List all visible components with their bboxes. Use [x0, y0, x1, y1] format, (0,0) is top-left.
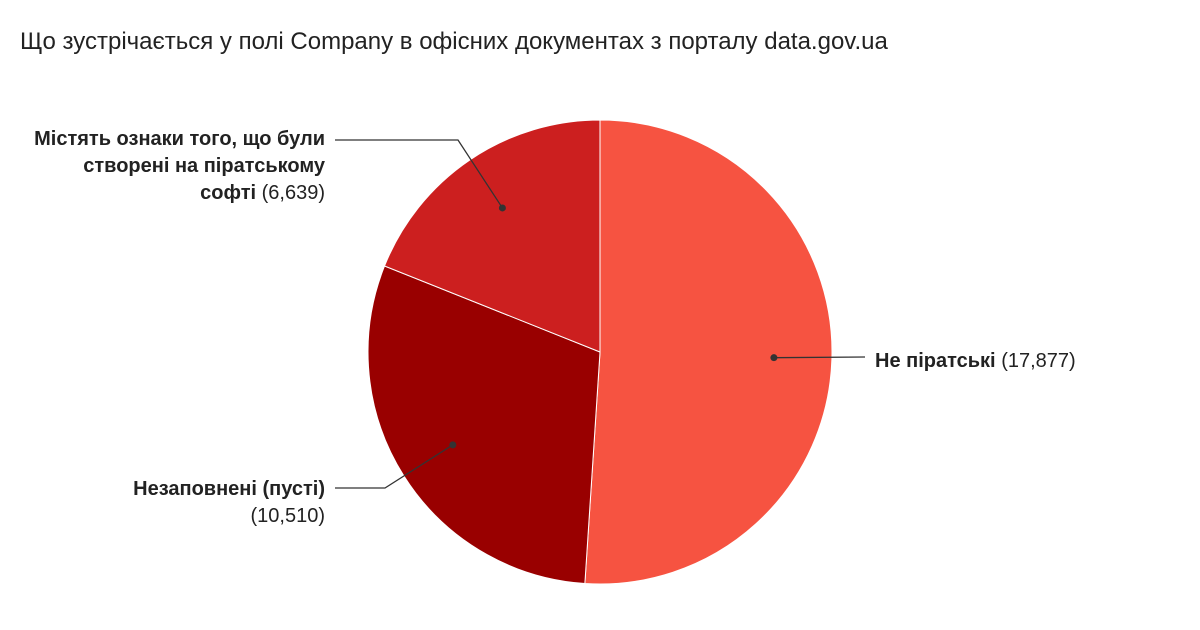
pie-slice [383, 119, 601, 353]
pie-slice [584, 119, 833, 585]
leader-dot [449, 441, 457, 449]
slice-name: Незаповнені (пусті) [133, 478, 325, 500]
slice-label: Незаповнені (пусті) (10,510) [65, 476, 325, 530]
slice-name: Містять ознаки того, що були створені на… [34, 128, 325, 204]
slice-label: Містять ознаки того, що були створені на… [25, 126, 325, 207]
slice-value: (10,510) [250, 505, 326, 527]
slice-value: (17,877) [1001, 350, 1076, 372]
leader-line [773, 356, 866, 359]
slice-label: Не піратські (17,877) [875, 348, 1076, 375]
leader-dot [498, 204, 506, 212]
slice-name: Не піратські [875, 350, 996, 372]
slice-value: (6,639) [261, 182, 325, 204]
leader-line [335, 444, 454, 489]
leader-dot [770, 354, 778, 362]
leader-line [335, 139, 503, 209]
chart-subtitle: Що зустрічається у полі Company в офісни… [20, 28, 888, 55]
